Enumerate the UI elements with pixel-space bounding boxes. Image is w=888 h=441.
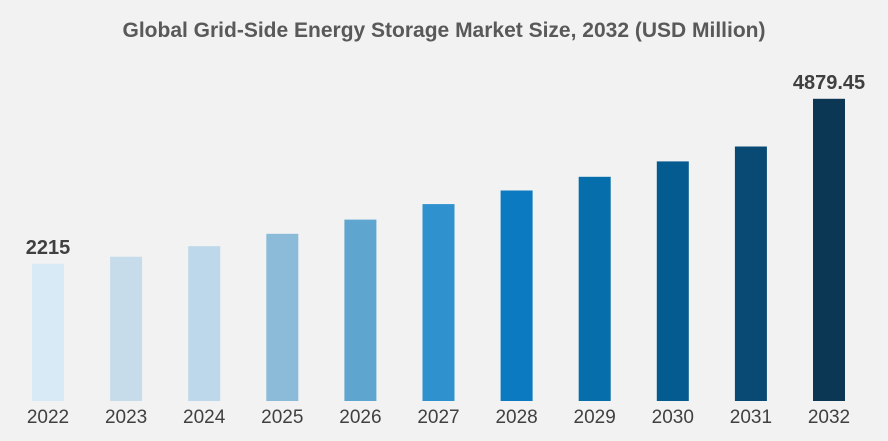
- x-tick-label-2030: 2030: [652, 407, 694, 428]
- x-tick-label-2031: 2031: [730, 407, 772, 428]
- x-tick-label-2025: 2025: [261, 407, 303, 428]
- x-tick-label-2029: 2029: [574, 407, 616, 428]
- x-tick-label-2026: 2026: [339, 407, 381, 428]
- x-tick-label-2022: 2022: [27, 407, 69, 428]
- bar-2028: [500, 190, 533, 401]
- x-tick-label-2032: 2032: [808, 407, 850, 428]
- data-label-2022: 2215: [26, 237, 71, 259]
- bar-2031: [734, 146, 767, 401]
- bar-2027: [422, 204, 455, 401]
- bar-2023: [110, 256, 143, 401]
- chart-title: Global Grid-Side Energy Storage Market S…: [122, 19, 766, 42]
- x-tick-label-2028: 2028: [495, 407, 537, 428]
- bar-2025: [266, 233, 299, 401]
- x-tick-label-2024: 2024: [183, 407, 226, 428]
- bar-2030: [656, 161, 689, 401]
- bar-2029: [578, 176, 611, 401]
- bar-2024: [188, 246, 221, 401]
- bar-2032: [813, 98, 845, 402]
- data-label-2032: 4879.45: [793, 72, 865, 94]
- bar-2026: [344, 219, 377, 401]
- x-tick-label-2027: 2027: [417, 407, 459, 428]
- bar-2022: [32, 263, 64, 401]
- x-tick-label-2023: 2023: [105, 407, 147, 428]
